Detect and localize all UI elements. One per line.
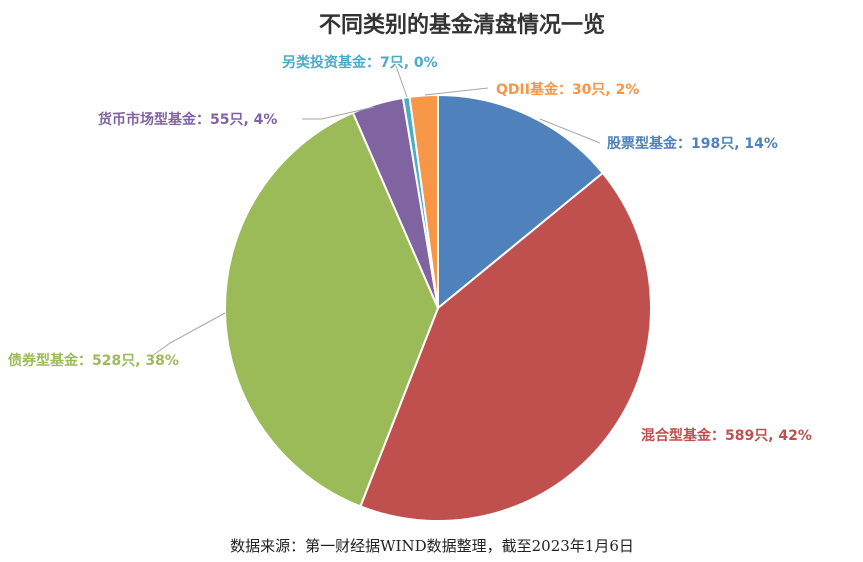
leader-line-4 bbox=[302, 106, 375, 120]
pie-slices bbox=[224, 93, 652, 522]
leader-line-6 bbox=[424, 87, 489, 96]
pie-slice-1 bbox=[437, 93, 605, 311]
slice-label-3: 债券型基金：528只, 38% bbox=[8, 352, 179, 369]
chart-title: 不同类别的基金清盘情况一览 bbox=[319, 12, 605, 38]
slice-labels: 股票型基金：198只, 14% 混合型基金：589只, 42% 债券型基金：528只… bbox=[8, 54, 812, 444]
data-source-note: 数据来源：第一财经据WIND数据整理，截至2023年1月6日 bbox=[230, 537, 634, 555]
slice-label-6: QDII基金：30只, 2% bbox=[496, 81, 639, 98]
pie-slice-6 bbox=[408, 93, 439, 309]
slice-label-4: 货币市场型基金：55只, 4% bbox=[97, 111, 277, 128]
slice-label-2: 混合型基金：589只, 42% bbox=[641, 427, 812, 444]
leader-line-1 bbox=[539, 118, 601, 144]
leader-line-3 bbox=[151, 312, 226, 357]
leader-lines bbox=[151, 65, 601, 357]
slice-label-1: 股票型基金：198只, 14% bbox=[607, 135, 778, 152]
pie-slice-3 bbox=[224, 111, 440, 508]
leader-line-5 bbox=[395, 65, 408, 98]
pie-slice-2 bbox=[359, 171, 652, 522]
slice-label-5: 另类投资基金：7只, 0% bbox=[282, 54, 438, 71]
